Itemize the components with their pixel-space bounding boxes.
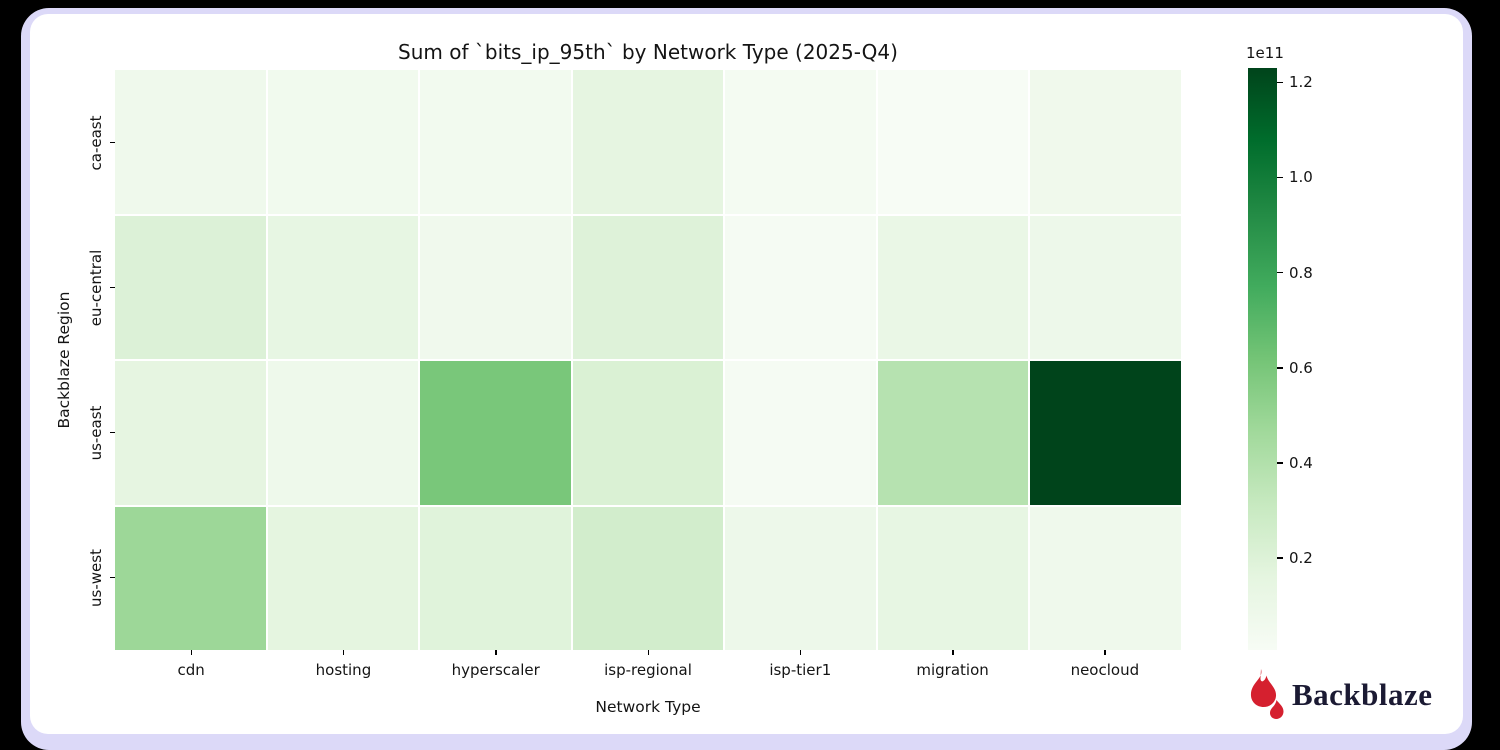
heatmap-cell-ca-east-isp-regional [572,70,724,214]
chart-title: Sum of `bits_ip_95th` by Network Type (2… [398,40,898,64]
heatmap [115,70,1181,650]
heatmap-cell-us-east-neocloud [1030,361,1181,505]
colorbar-tick-label: 0.8 [1289,263,1313,282]
heatmap-cell-us-west-cdn [115,506,266,650]
heatmap-cell-us-west-hosting [267,506,419,650]
x-axis-label: Network Type [595,698,701,716]
x-tick-label-neocloud: neocloud [1070,661,1140,679]
heatmap-cell-ca-east-isp-tier1 [725,70,876,214]
colorbar-tick-mark [1277,557,1283,559]
x-tick-mark [190,650,193,655]
heatmap-cell-eu-central-migration [877,215,1029,359]
y-tick-label-ca-east: ca-east [87,115,105,170]
heatmap-cell-us-east-hyperscaler [420,361,571,505]
heatmap-cell-ca-east-cdn [115,70,266,214]
heatmap-cell-us-west-neocloud [1030,506,1181,650]
heatmap-cell-us-east-isp-regional [572,361,724,505]
x-tick-mark [342,650,345,655]
y-tick-label-us-west: us-west [87,548,105,607]
heatmap-cell-eu-central-isp-regional [572,215,724,359]
colorbar-tick-label: 0.6 [1289,358,1313,377]
colorbar-scale-label: 1e11 [1246,44,1284,62]
y-tick-label-eu-central: eu-central [87,249,105,326]
chart-card: Sum of `bits_ip_95th` by Network Type (2… [30,14,1463,734]
heatmap-cell-eu-central-hosting [267,215,419,359]
heatmap-cell-eu-central-isp-tier1 [725,215,876,359]
heatmap-cell-eu-central-hyperscaler [420,215,571,359]
x-tick-mark [952,650,954,655]
heatmap-cell-us-west-hyperscaler [420,506,571,650]
heatmap-cell-ca-east-hosting [267,70,419,214]
y-tick-label-us-east: us-east [87,405,105,460]
x-tick-mark [799,650,802,655]
heatmap-cell-us-east-cdn [115,361,266,505]
x-tick-mark [495,650,497,655]
x-tick-label-isp-regional: isp-regional [604,661,692,679]
x-tick-label-hosting: hosting [315,661,372,679]
y-tick-mark [110,576,115,579]
heatmap-cell-us-east-isp-tier1 [725,361,876,505]
colorbar-tick-label: 0.4 [1289,453,1313,472]
backblaze-logo: Backblaze [1246,666,1446,724]
x-tick-label-cdn: cdn [177,661,205,679]
heatmap-cell-eu-central-neocloud [1030,215,1181,359]
heatmap-cell-us-west-migration [877,506,1029,650]
flame-icon [1250,669,1284,719]
heatmap-cell-us-west-isp-tier1 [725,506,876,650]
x-tick-mark [647,650,649,655]
colorbar-tick-mark [1277,271,1283,274]
colorbar [1248,68,1277,650]
heatmap-cell-ca-east-neocloud [1030,70,1181,214]
x-tick-mark [1104,650,1106,655]
colorbar-tick-mark [1277,176,1283,179]
heatmap-cell-eu-central-cdn [115,215,266,359]
heatmap-cell-us-west-isp-regional [572,506,724,650]
colorbar-tick-label: 1.2 [1289,73,1313,92]
logo-text: Backblaze [1292,677,1433,712]
colorbar-tick-mark [1277,367,1283,369]
heatmap-cell-ca-east-hyperscaler [420,70,571,214]
colorbar-tick-mark [1277,81,1283,84]
colorbar-tick-label: 0.2 [1289,549,1313,568]
heatmap-cell-us-east-hosting [267,361,419,505]
y-axis-label: Backblaze Region [55,291,73,429]
x-tick-label-hyperscaler: hyperscaler [451,661,540,679]
heatmap-cell-ca-east-migration [877,70,1029,214]
x-tick-label-isp-tier1: isp-tier1 [769,661,832,679]
y-tick-mark [110,286,115,289]
heatmap-cell-us-east-migration [877,361,1029,505]
window-frame: Sum of `bits_ip_95th` by Network Type (2… [21,8,1472,750]
y-tick-mark [110,141,115,144]
y-tick-mark [110,431,115,434]
colorbar-tick-mark [1277,462,1283,464]
x-tick-label-migration: migration [916,661,989,679]
colorbar-tick-label: 1.0 [1289,168,1313,187]
